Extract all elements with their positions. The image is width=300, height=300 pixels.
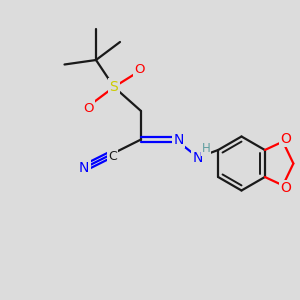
Text: N: N [79,161,89,175]
Text: H: H [202,142,211,155]
Text: N: N [193,151,203,164]
Text: O: O [280,182,291,195]
Text: O: O [83,101,94,115]
Text: N: N [173,133,184,146]
Text: S: S [110,80,118,94]
Text: O: O [280,132,291,145]
Text: C: C [108,149,117,163]
Text: O: O [134,62,145,76]
